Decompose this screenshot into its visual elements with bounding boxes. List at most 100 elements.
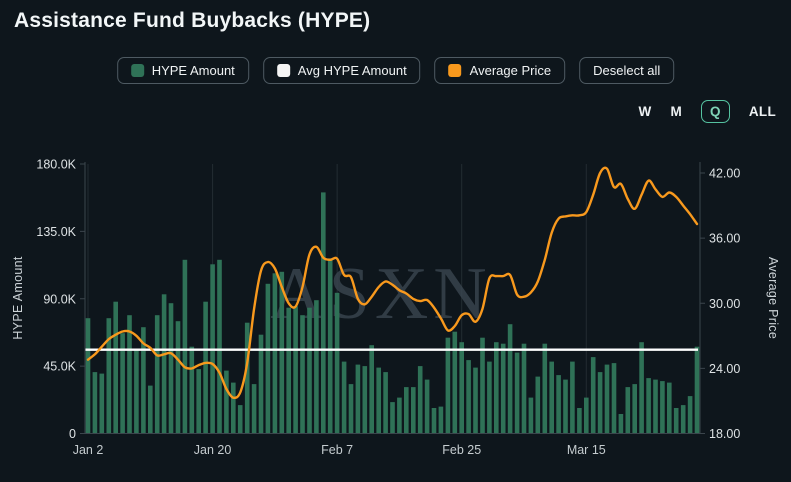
bar-Mar 8[interactable]	[536, 377, 541, 434]
bar-Feb 6[interactable]	[328, 258, 333, 433]
bar-Mar 16[interactable]	[591, 357, 596, 433]
bar-Mar 19[interactable]	[612, 363, 617, 433]
svg-text:30.00: 30.00	[709, 297, 740, 311]
svg-text:135.0K: 135.0K	[36, 225, 76, 239]
svg-text:Jan 20: Jan 20	[194, 443, 232, 457]
bar-Feb 17[interactable]	[404, 387, 409, 433]
left-axis-title: HYPE Amount	[11, 256, 25, 339]
bar-Jan 2[interactable]	[86, 318, 91, 433]
svg-text:45.0K: 45.0K	[43, 360, 76, 374]
bar-Jan 12[interactable]	[155, 315, 160, 433]
svg-text:36.00: 36.00	[709, 232, 740, 246]
bar-Feb 2[interactable]	[300, 315, 305, 433]
bar-Mar 4[interactable]	[508, 324, 513, 433]
svg-text:24.00: 24.00	[709, 362, 740, 376]
bar-Feb 5[interactable]	[321, 192, 326, 433]
bar-Feb 12[interactable]	[369, 345, 374, 433]
bar-Mar 9[interactable]	[543, 344, 548, 434]
bar-Feb 20[interactable]	[425, 380, 430, 434]
svg-text:180.0K: 180.0K	[36, 158, 76, 172]
bar-Feb 10[interactable]	[356, 365, 361, 434]
bar-Mar 12[interactable]	[563, 380, 568, 434]
bar-Mar 21[interactable]	[626, 387, 631, 433]
bar-Mar 27[interactable]	[667, 383, 672, 434]
bar-Jan 28[interactable]	[266, 284, 271, 434]
svg-text:Jan 2: Jan 2	[73, 443, 104, 457]
bar-Mar 11[interactable]	[556, 375, 561, 433]
bar-Mar 5[interactable]	[515, 353, 520, 434]
bar-Feb 13[interactable]	[376, 368, 381, 434]
bar-Jan 11[interactable]	[148, 386, 153, 434]
bar-Jan 19[interactable]	[203, 302, 208, 434]
bar-Feb 4[interactable]	[314, 300, 319, 433]
bar-Mar 2[interactable]	[494, 342, 499, 433]
bar-Feb 7[interactable]	[335, 293, 340, 434]
svg-text:0: 0	[69, 427, 76, 441]
bar-Feb 18[interactable]	[411, 387, 416, 433]
bar-Mar 30[interactable]	[688, 396, 693, 433]
bar-Jan 16[interactable]	[183, 260, 188, 434]
bar-Feb 19[interactable]	[418, 366, 423, 433]
bar-Jan 13[interactable]	[162, 294, 167, 433]
bar-Feb 22[interactable]	[439, 407, 444, 434]
bar-Mar 26[interactable]	[660, 381, 665, 433]
bar-Mar 18[interactable]	[605, 365, 610, 434]
bar-Mar 3[interactable]	[501, 344, 506, 434]
bar-Feb 21[interactable]	[432, 408, 437, 434]
bar-Feb 23[interactable]	[446, 338, 451, 434]
bar-Mar 24[interactable]	[646, 378, 651, 433]
bar-Jan 25[interactable]	[245, 323, 250, 434]
bar-Jan 17[interactable]	[190, 347, 195, 434]
bar-Mar 23[interactable]	[639, 342, 644, 433]
bar-Feb 24[interactable]	[453, 332, 458, 434]
bar-Feb 3[interactable]	[307, 308, 312, 434]
bar-Feb 14[interactable]	[383, 372, 388, 433]
bar-Feb 25[interactable]	[459, 342, 464, 433]
bar-Mar 14[interactable]	[577, 408, 582, 434]
bar-Jan 7[interactable]	[120, 333, 125, 433]
bar-Feb 9[interactable]	[349, 384, 354, 433]
bar-Feb 8[interactable]	[342, 362, 347, 434]
bar-Jan 30[interactable]	[280, 272, 285, 434]
bar-Mar 29[interactable]	[681, 405, 686, 433]
bar-Mar 17[interactable]	[598, 372, 603, 433]
bar-Mar 20[interactable]	[619, 414, 624, 434]
bar-Jan 6[interactable]	[113, 302, 118, 434]
bar-Mar 1[interactable]	[487, 362, 492, 434]
bar-Jan 23[interactable]	[231, 383, 236, 434]
bar-Mar 13[interactable]	[570, 362, 575, 434]
svg-text:Mar 15: Mar 15	[567, 443, 606, 457]
bar-Jan 9[interactable]	[134, 350, 139, 434]
bar-Mar 28[interactable]	[674, 408, 679, 434]
bar-Jan 14[interactable]	[169, 303, 174, 433]
bar-Jan 26[interactable]	[252, 384, 257, 433]
right-axis-title: Average Price	[766, 257, 780, 339]
bar-Mar 7[interactable]	[529, 398, 534, 434]
bar-Mar 31[interactable]	[695, 347, 700, 434]
bar-Feb 28[interactable]	[480, 338, 485, 434]
bar-Feb 1[interactable]	[293, 306, 298, 433]
dashboard-panel: Assistance Fund Buybacks (HYPE) HYPE Amo…	[0, 0, 791, 482]
bar-Mar 25[interactable]	[653, 380, 658, 434]
bar-Mar 22[interactable]	[632, 384, 637, 433]
bar-Jan 5[interactable]	[107, 318, 112, 433]
bar-Mar 10[interactable]	[549, 362, 554, 434]
bar-Jan 21[interactable]	[217, 260, 222, 434]
chart-svg: ASXN045.0K90.0K135.0K180.0K18.0024.0030.…	[0, 0, 791, 482]
bar-Jan 24[interactable]	[238, 405, 243, 433]
bar-Jan 18[interactable]	[196, 369, 201, 433]
svg-text:42.00: 42.00	[709, 167, 740, 181]
bar-Mar 6[interactable]	[522, 344, 527, 434]
bar-Feb 15[interactable]	[390, 402, 395, 433]
bar-Feb 16[interactable]	[397, 398, 402, 434]
bar-Jan 31[interactable]	[286, 308, 291, 434]
bar-Feb 27[interactable]	[473, 368, 478, 434]
bar-Jan 4[interactable]	[100, 374, 105, 434]
bar-Jan 22[interactable]	[224, 371, 229, 434]
bar-Jan 15[interactable]	[176, 321, 181, 433]
bar-Jan 3[interactable]	[93, 372, 98, 433]
bar-Feb 11[interactable]	[363, 366, 368, 433]
bar-Mar 15[interactable]	[584, 398, 589, 434]
bar-Jan 29[interactable]	[273, 273, 278, 433]
bar-Feb 26[interactable]	[466, 360, 471, 433]
